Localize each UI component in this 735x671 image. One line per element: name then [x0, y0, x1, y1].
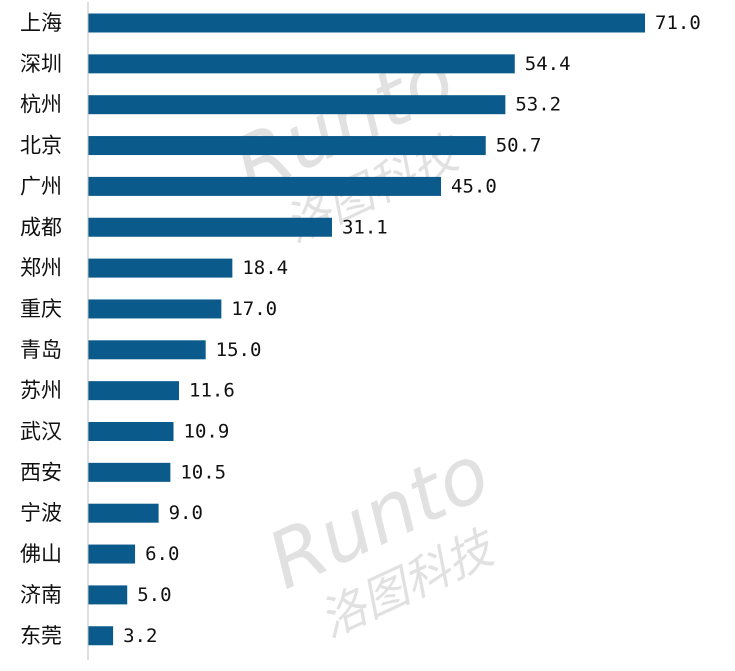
data-label: 5.0 — [137, 584, 171, 606]
bar — [88, 299, 222, 319]
category-label: 青岛 — [20, 338, 62, 362]
bar — [88, 217, 332, 237]
data-label: 53.2 — [515, 94, 561, 116]
category-label: 佛山 — [20, 542, 62, 566]
data-label: 10.5 — [180, 461, 226, 483]
bar — [88, 626, 114, 646]
bars-layer: 上海 71.0 深圳 54.4 杭州 53.2 北京 50.7 广州 45.0 成都 31.1 郑州 18… — [20, 11, 701, 648]
category-label: 深圳 — [20, 52, 62, 76]
data-label: 45.0 — [451, 175, 497, 197]
bar — [88, 54, 515, 74]
watermark-bottom: Runto 洛图科技 — [255, 428, 505, 648]
category-label: 宁波 — [20, 501, 62, 525]
bar — [88, 95, 506, 115]
data-label: 6.0 — [145, 543, 179, 565]
bar — [88, 503, 159, 523]
data-label: 50.7 — [496, 135, 542, 157]
data-label: 17.0 — [231, 298, 277, 320]
bar — [88, 422, 174, 441]
category-label: 重庆 — [20, 297, 62, 321]
category-label: 北京 — [20, 134, 62, 158]
data-label: 10.9 — [184, 421, 230, 443]
watermark-layer: Runto 洛图科技 Runto 洛图科技 — [220, 33, 505, 648]
bar — [88, 381, 180, 401]
category-label: 西安 — [20, 460, 62, 484]
category-label: 成都 — [20, 215, 62, 239]
bar — [88, 136, 486, 156]
data-label: 11.6 — [189, 380, 235, 402]
data-label: 31.1 — [342, 216, 388, 238]
category-label: 上海 — [20, 11, 62, 35]
data-label: 9.0 — [169, 502, 203, 524]
category-label: 武汉 — [20, 420, 62, 444]
bar — [88, 544, 136, 564]
category-label: 济南 — [20, 583, 62, 607]
data-label: 3.2 — [123, 625, 157, 647]
bar — [88, 13, 645, 33]
bar — [88, 258, 233, 278]
category-label: 东莞 — [20, 624, 62, 648]
category-label: 杭州 — [20, 93, 62, 117]
bar — [88, 176, 442, 196]
bar — [88, 340, 206, 360]
data-label: 18.4 — [242, 257, 288, 279]
category-label: 广州 — [20, 174, 62, 198]
data-label: 15.0 — [216, 339, 262, 361]
data-label: 71.0 — [655, 12, 701, 34]
data-label: 54.4 — [525, 53, 571, 75]
bar — [88, 585, 128, 605]
category-label: 郑州 — [20, 256, 62, 280]
bar — [88, 462, 171, 482]
category-label: 苏州 — [20, 379, 62, 403]
